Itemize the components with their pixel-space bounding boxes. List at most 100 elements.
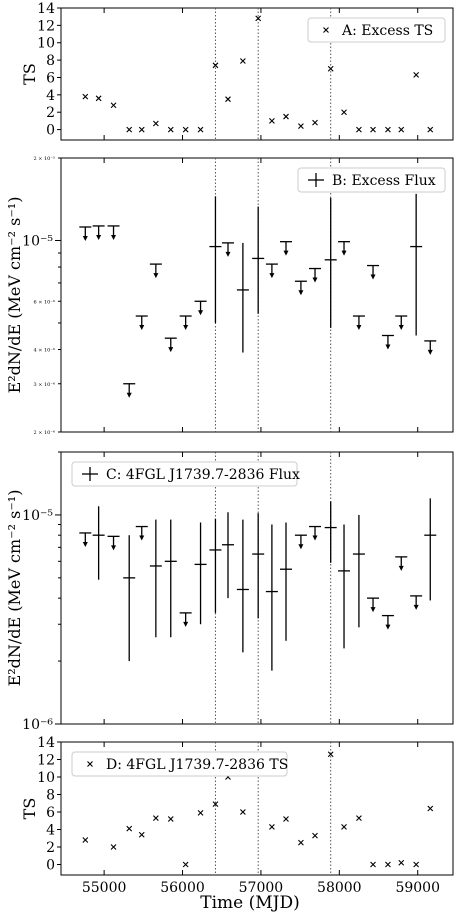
y-minor-tick-label: 4 × 10⁻⁶ (33, 348, 55, 354)
upper-limit-marker (395, 556, 408, 571)
data-point-marker (269, 823, 275, 830)
upper-limit-arrowhead (183, 325, 189, 331)
upper-limit-marker (107, 225, 120, 240)
flux-point-errorbar (236, 242, 249, 353)
x-tick-label: 57000 (239, 880, 284, 896)
upper-limit-arrowhead (370, 274, 376, 280)
data-point-marker (197, 809, 204, 816)
y-tick-label: 8 (46, 788, 55, 804)
y-tick-label: 10⁻⁵ (22, 508, 53, 524)
data-point-marker (126, 825, 133, 832)
y-tick-label: 12 (37, 18, 55, 34)
data-point-marker (82, 93, 89, 100)
upper-limit-marker (265, 263, 278, 279)
y-minor-tick-label: 2 × 10⁻⁶ (33, 430, 55, 436)
data-point-marker (398, 859, 405, 866)
y-axis-label: TS (20, 63, 39, 85)
flux-point-errorbar (149, 519, 162, 638)
legend-box (71, 461, 298, 487)
flux-point-errorbar (194, 522, 207, 625)
upper-limit-arrowhead (82, 235, 88, 241)
y-tick-label: 2 (46, 105, 55, 121)
flux-point-errorbar (236, 519, 249, 653)
upper-limit-arrowhead (126, 392, 132, 398)
y-tick-label: 2 (46, 840, 55, 856)
upper-limit-marker (309, 267, 322, 283)
x-tick-label: 59000 (395, 880, 440, 896)
flux-point-errorbar (123, 535, 136, 662)
y-minor-tick-label: 6 × 10⁻⁶ (33, 299, 55, 305)
data-point-marker (110, 102, 117, 109)
data-point-marker (385, 861, 391, 868)
legend-symbol (87, 761, 93, 767)
upper-limit-marker (135, 525, 148, 541)
data-point-marker (370, 861, 376, 868)
upper-limit-marker (135, 315, 148, 331)
legend-box (71, 751, 288, 777)
data-point-marker (255, 15, 262, 22)
flux-point-errorbar (252, 206, 265, 314)
data-point-marker (341, 823, 347, 830)
upper-limit-arrowhead (370, 607, 376, 613)
upper-limit-marker (221, 242, 234, 257)
upper-limit-arrowhead (198, 310, 204, 316)
x-tick-label: 58000 (317, 880, 362, 896)
upper-limit-marker (164, 337, 177, 353)
y-tick-label: 14 (37, 1, 55, 17)
upper-limit-arrowhead (168, 347, 174, 353)
upper-limit-marker (79, 532, 92, 547)
data-point-marker (398, 126, 405, 133)
upper-limit-marker (294, 280, 307, 296)
data-point-marker (283, 816, 289, 822)
y-minor-tick-label: 2 × 10⁻⁵ (33, 156, 55, 162)
upper-limit-arrowhead (413, 604, 419, 610)
upper-limit-arrowhead (298, 290, 304, 296)
upper-limit-marker (79, 226, 92, 241)
upper-limit-marker (123, 383, 136, 398)
upper-limit-arrowhead (269, 273, 275, 279)
y-tick-label: 8 (46, 53, 55, 69)
upper-limit-arrowhead (139, 535, 145, 541)
data-point-marker (283, 113, 289, 120)
y-minor-tick-label: 3 × 10⁻⁶ (33, 382, 55, 388)
y-axis-label: E²dN/dE (MeV cm⁻² s⁻¹) (5, 490, 24, 687)
data-point-marker (138, 831, 145, 838)
upper-limit-arrowhead (225, 251, 231, 257)
x-tick-label: 55000 (82, 880, 127, 896)
axes-frame (60, 741, 454, 876)
data-point-marker (298, 839, 304, 846)
legend: D: 4FGL J1739.7-2836 TS (71, 751, 288, 777)
upper-limit-marker (179, 315, 192, 331)
data-point-marker (427, 126, 434, 133)
legend-label: A: Excess TS (341, 23, 433, 39)
y-tick-label: 4 (46, 823, 55, 839)
y-axis-label: TS (20, 798, 39, 820)
data-point-marker (327, 751, 334, 758)
data-point-marker (197, 126, 204, 133)
y-tick-label: 0 (46, 123, 55, 139)
upper-limit-arrowhead (398, 565, 404, 571)
legend-label: B: Excess Flux (332, 173, 436, 189)
upper-limit-arrowhead (298, 544, 304, 550)
flux-point-errorbar (338, 524, 351, 649)
data-point-marker (312, 119, 318, 126)
upper-limit-arrowhead (312, 277, 318, 283)
y-tick-label: 12 (37, 753, 55, 769)
upper-limit-marker (381, 334, 394, 350)
flux-point-errorbar (265, 524, 278, 671)
upper-limit-arrowhead (341, 250, 347, 256)
data-point-marker (427, 805, 434, 812)
data-point-marker (138, 126, 145, 133)
data-point-marker (356, 126, 362, 133)
flux-point-errorbar (352, 514, 365, 628)
data-point-marker (167, 126, 174, 133)
y-tick-label: 10⁻⁵ (22, 233, 53, 249)
upper-limit-arrowhead (111, 234, 117, 240)
flux-point-errorbar (280, 522, 293, 641)
data-point-marker (269, 118, 275, 124)
legend-box (297, 167, 446, 193)
legend: B: Excess Flux (297, 167, 446, 193)
upper-limit-arrowhead (183, 621, 189, 627)
legend-symbol (323, 27, 329, 33)
upper-limit-marker (352, 315, 365, 331)
